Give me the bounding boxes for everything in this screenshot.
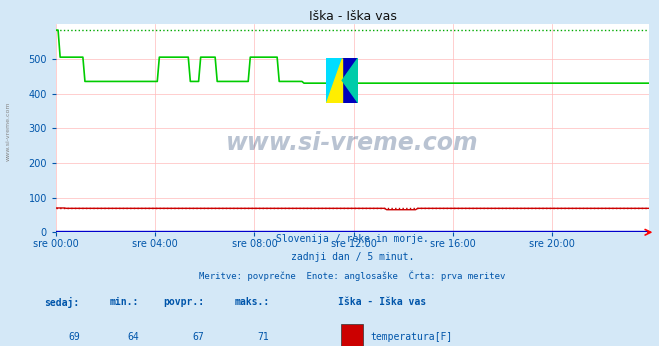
Polygon shape: [326, 57, 342, 103]
Text: 64: 64: [127, 332, 139, 342]
Text: povpr.:: povpr.:: [163, 297, 204, 307]
Text: 67: 67: [192, 332, 204, 342]
Text: Iška - Iška vas: Iška - Iška vas: [338, 297, 426, 307]
Text: 69: 69: [68, 332, 80, 342]
Text: temperatura[F]: temperatura[F]: [370, 332, 453, 342]
Text: Meritve: povprečne  Enote: anglosaške  Črta: prva meritev: Meritve: povprečne Enote: anglosaške Črt…: [200, 270, 505, 281]
Text: www.si-vreme.com: www.si-vreme.com: [5, 102, 11, 161]
Text: zadnji dan / 5 minut.: zadnji dan / 5 minut.: [291, 253, 415, 262]
Bar: [341, 324, 363, 346]
Text: www.si-vreme.com: www.si-vreme.com: [226, 131, 479, 155]
Polygon shape: [342, 57, 358, 103]
Text: sedaj:: sedaj:: [45, 297, 80, 308]
Bar: [326, 57, 342, 103]
Text: min.:: min.:: [109, 297, 139, 307]
Text: maks.:: maks.:: [235, 297, 270, 307]
Text: 71: 71: [258, 332, 270, 342]
Bar: [342, 57, 358, 103]
Title: Iška - Iška vas: Iška - Iška vas: [308, 10, 397, 23]
Text: Slovenija / reke in morje.: Slovenija / reke in morje.: [276, 235, 429, 245]
